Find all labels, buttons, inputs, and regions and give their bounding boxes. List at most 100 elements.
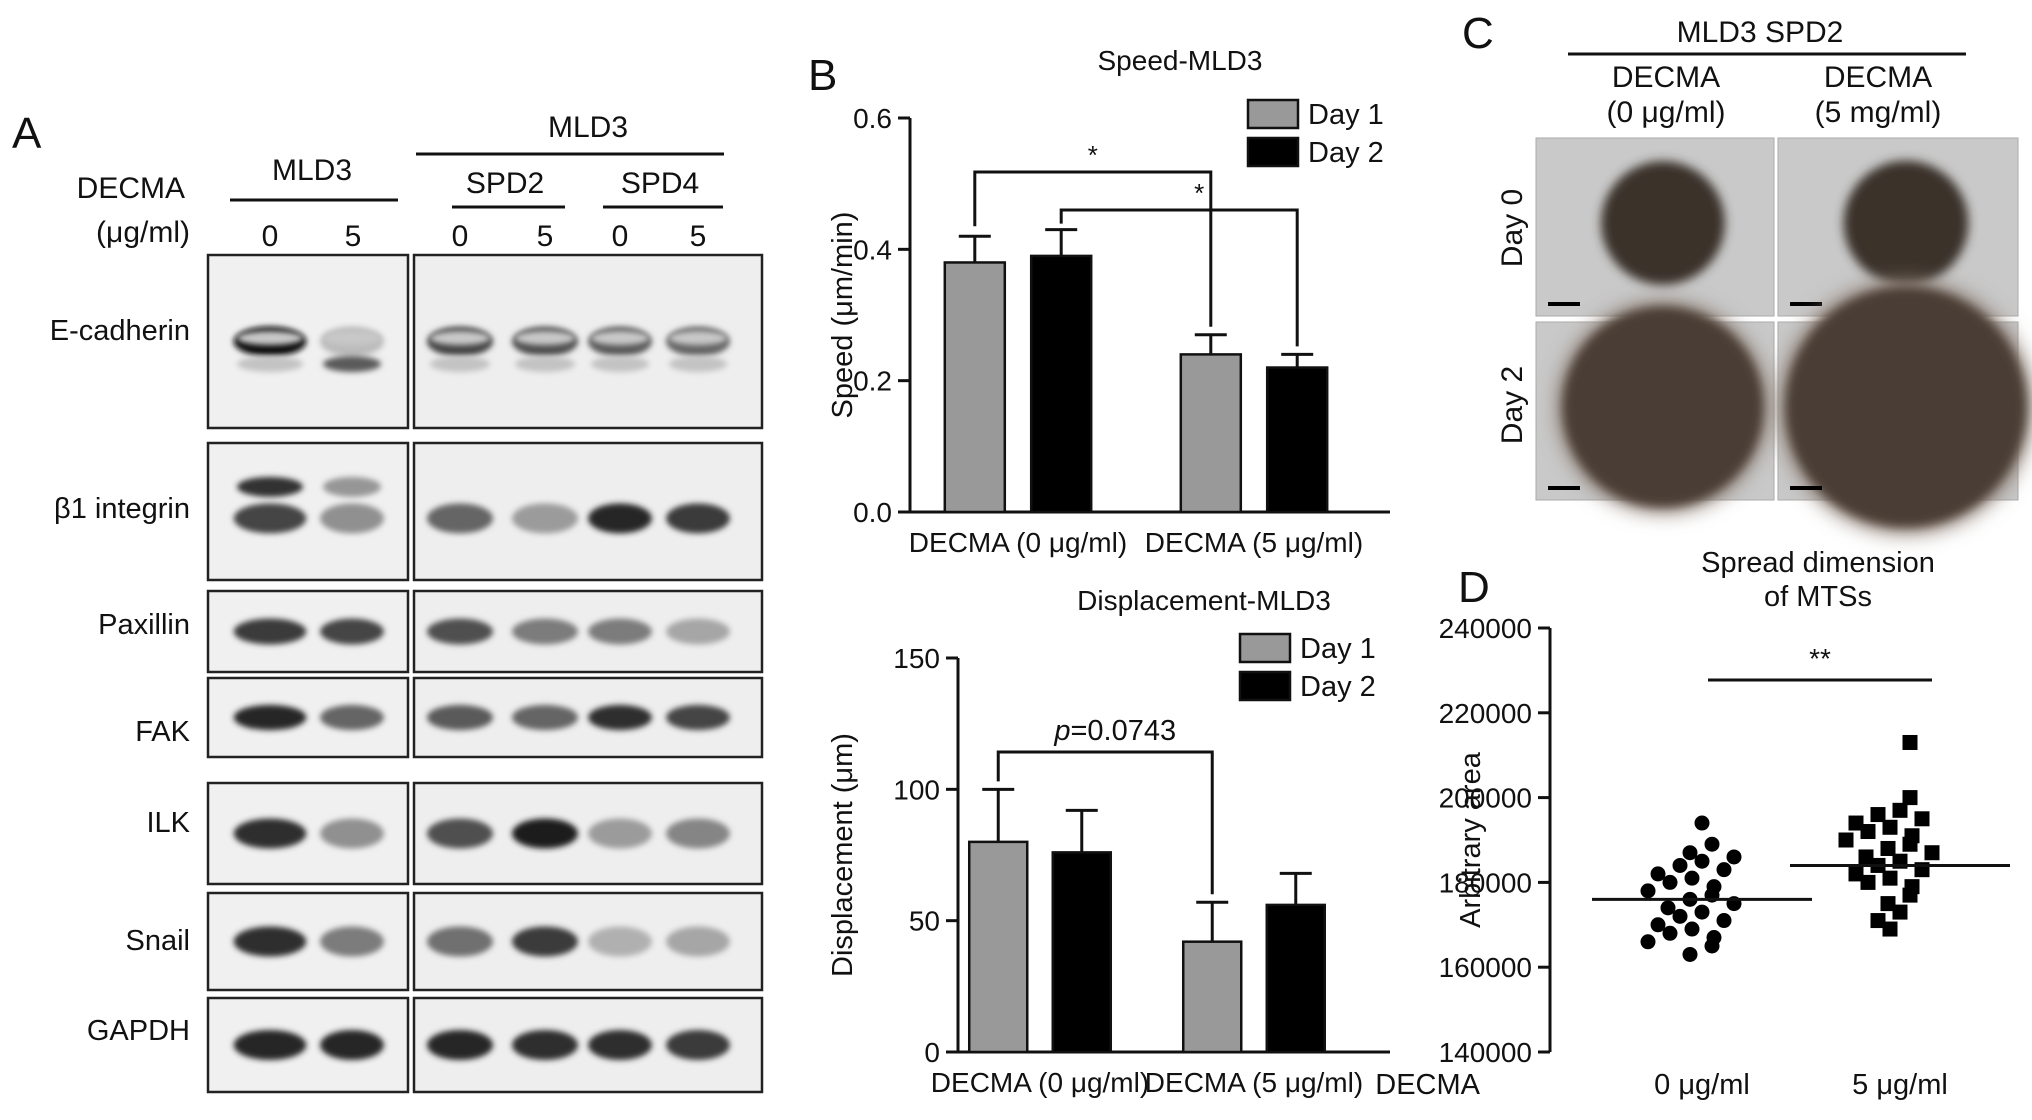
x-axis-prefix-label: DECMA xyxy=(1375,1069,1480,1101)
legend-swatch xyxy=(1246,136,1300,168)
significance-bracket xyxy=(973,170,1213,327)
chart-title: Speed-MLD3 xyxy=(1098,45,1263,76)
micrograph-title: MLD3 SPD2 xyxy=(1677,16,1844,49)
panel-b: B Speed-MLD3 0.0 0.2 0.4 0.6 Speed (μm/min) DE… xyxy=(808,45,1390,1098)
displacement-chart: Displacement-MLD3 0 50 100 150 Displacement (… xyxy=(827,585,1390,1098)
p-value-annotation: p=0.0743 xyxy=(1053,715,1176,747)
x-tick-label: 0 μg/ml xyxy=(1654,1069,1750,1101)
data-point xyxy=(1882,921,1898,937)
group-label-single: MLD3 xyxy=(272,154,352,187)
data-point xyxy=(1640,934,1656,950)
blot-band xyxy=(512,1030,578,1060)
blot-band xyxy=(666,926,730,957)
blot-band xyxy=(427,926,493,957)
blot-band xyxy=(233,1030,307,1060)
blot-band xyxy=(320,618,384,645)
legend-swatch xyxy=(1246,98,1300,130)
data-point xyxy=(1892,904,1908,920)
data-point xyxy=(1870,913,1886,929)
spheroid xyxy=(1786,287,2026,527)
blot-band xyxy=(666,818,730,849)
legend-label: Day 2 xyxy=(1308,137,1384,169)
protein-label: E-cadherin xyxy=(50,315,190,347)
data-point xyxy=(1848,815,1864,831)
data-point xyxy=(1650,866,1666,882)
blot-band xyxy=(512,704,578,731)
protein-label: Paxillin xyxy=(98,609,190,641)
data-point xyxy=(1902,836,1918,852)
subgroup-label-spd2: SPD2 xyxy=(466,167,544,200)
data-point xyxy=(1880,896,1896,912)
speed-chart: Speed-MLD3 0.0 0.2 0.4 0.6 Speed (μm/min) DECM… xyxy=(827,45,1390,558)
micrograph-grid xyxy=(1535,137,2032,533)
bar xyxy=(1265,366,1329,514)
x-tick-label: DECMA (5 μg/ml) xyxy=(1145,527,1363,558)
blot-band xyxy=(320,503,384,534)
micrograph-col-label: DECMA xyxy=(1612,61,1720,94)
spheroid xyxy=(1601,161,1725,285)
blot-band xyxy=(320,818,384,849)
panel-letter-d: D xyxy=(1458,563,1490,612)
data-point xyxy=(1882,819,1898,835)
blot-band xyxy=(669,355,727,372)
y-tick-label: 220000 xyxy=(1439,698,1532,729)
y-tick-label: 160000 xyxy=(1439,952,1532,983)
blot-band xyxy=(666,503,730,534)
data-point xyxy=(1694,815,1710,831)
data-point xyxy=(1716,913,1732,929)
chart-title: Displacement-MLD3 xyxy=(1077,585,1331,616)
blot-band xyxy=(237,331,303,346)
dose-unit-label: (μg/ml) xyxy=(96,216,190,249)
data-point xyxy=(1716,862,1732,878)
data-point xyxy=(1694,904,1710,920)
data-point xyxy=(1640,883,1656,899)
bar xyxy=(943,261,1007,514)
y-tick-label: 200000 xyxy=(1439,783,1532,814)
blot-band xyxy=(512,818,578,849)
blot-band xyxy=(588,618,652,645)
blot-band xyxy=(430,331,490,346)
significance-marker: ** xyxy=(1809,643,1831,674)
p-symbol: p xyxy=(1053,715,1070,747)
blot-band xyxy=(588,818,652,849)
blot-band xyxy=(512,926,578,957)
data-point xyxy=(1914,811,1930,827)
data-point xyxy=(1704,836,1720,852)
data-point xyxy=(1682,845,1698,861)
y-axis-label: Arbitrary area xyxy=(1455,751,1487,928)
blot-band xyxy=(427,818,493,849)
legend-swatch xyxy=(1238,670,1292,702)
data-point xyxy=(1860,874,1876,890)
spheroid xyxy=(1843,160,1969,286)
y-tick-label: 50 xyxy=(909,906,940,937)
data-point xyxy=(1726,849,1742,865)
protein-label: β1 integrin xyxy=(54,493,190,525)
blot-band xyxy=(320,704,384,731)
bar xyxy=(1181,940,1243,1054)
blot-band xyxy=(233,618,307,645)
significance-marker: * xyxy=(1088,140,1098,170)
significance-bracket xyxy=(1059,208,1299,347)
data-point xyxy=(1838,832,1854,848)
blot-band xyxy=(323,355,381,372)
y-tick-label: 0.2 xyxy=(853,366,892,397)
blot-band xyxy=(427,704,493,731)
micrograph-row-label: Day 0 xyxy=(1496,189,1529,267)
data-point xyxy=(1662,874,1678,890)
blot-band xyxy=(233,818,307,849)
data-point xyxy=(1848,866,1864,882)
legend-swatch xyxy=(1238,632,1292,664)
blot-band xyxy=(427,1030,493,1060)
y-tick-label: 100 xyxy=(893,774,940,805)
blot-band xyxy=(515,331,575,346)
micrograph-col-label: (0 μg/ml) xyxy=(1607,96,1726,129)
blot-band xyxy=(233,704,307,731)
blot-band xyxy=(430,355,490,372)
blot-band xyxy=(323,476,381,497)
data-point xyxy=(1650,917,1666,933)
y-axis-label: Speed (μm/min) xyxy=(827,212,859,419)
western-blot-panels: E-cadherin β1 integrin Paxillin FAK ILK Snail… xyxy=(50,253,764,1094)
y-tick-label: 0 xyxy=(924,1037,940,1068)
bar xyxy=(1051,851,1113,1054)
bar xyxy=(1265,903,1327,1054)
